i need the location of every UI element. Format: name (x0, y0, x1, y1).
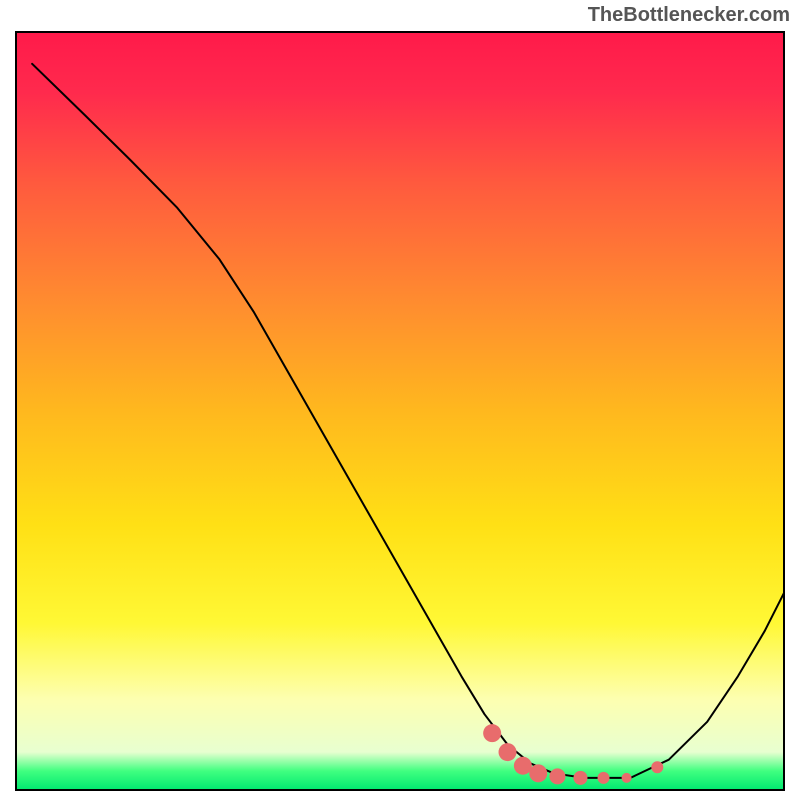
chart-svg (0, 0, 800, 800)
curve-marker (529, 764, 547, 782)
curve-marker (499, 743, 517, 761)
curve-marker (514, 757, 532, 775)
curve-marker (598, 772, 610, 784)
watermark-text: TheBottlenecker.com (588, 4, 790, 27)
chart-root: TheBottlenecker.com (0, 0, 800, 800)
curve-marker (483, 724, 501, 742)
curve-marker (549, 768, 565, 784)
curve-marker (573, 771, 587, 785)
curve-marker (651, 761, 663, 773)
curve-marker (622, 773, 632, 783)
chart-gradient-background (16, 32, 784, 790)
